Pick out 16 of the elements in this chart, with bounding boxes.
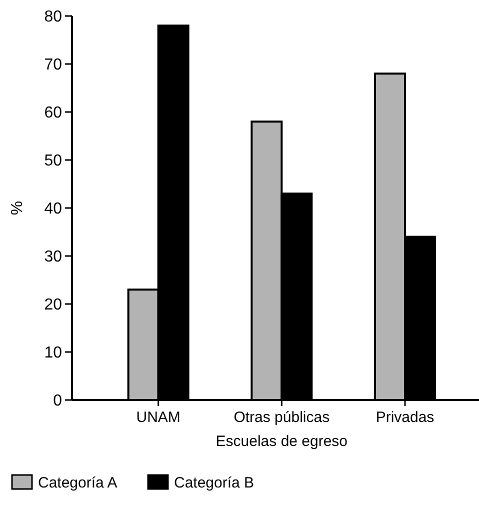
y-tick-label: 10 — [44, 344, 62, 362]
legend-label: Categoría B — [174, 474, 254, 492]
y-tick-label: 70 — [44, 56, 62, 74]
y-tick-label: 0 — [53, 392, 62, 410]
y-tick-label: 80 — [44, 8, 62, 26]
y-tick-label: 30 — [44, 248, 62, 266]
x-tick-label: Otras públicas — [234, 409, 330, 426]
y-axis-title: % — [9, 200, 26, 216]
legend-label: Categoría A — [38, 474, 118, 492]
y-tick-label: 50 — [44, 152, 62, 170]
y-tick-label: 20 — [44, 296, 62, 314]
y-tick-label: 40 — [44, 200, 62, 218]
x-tick-label: Privadas — [376, 409, 434, 426]
x-axis-title: Escuelas de egreso — [216, 433, 348, 450]
x-tick-label: UNAM — [136, 409, 180, 426]
y-tick-label: 60 — [44, 104, 62, 122]
